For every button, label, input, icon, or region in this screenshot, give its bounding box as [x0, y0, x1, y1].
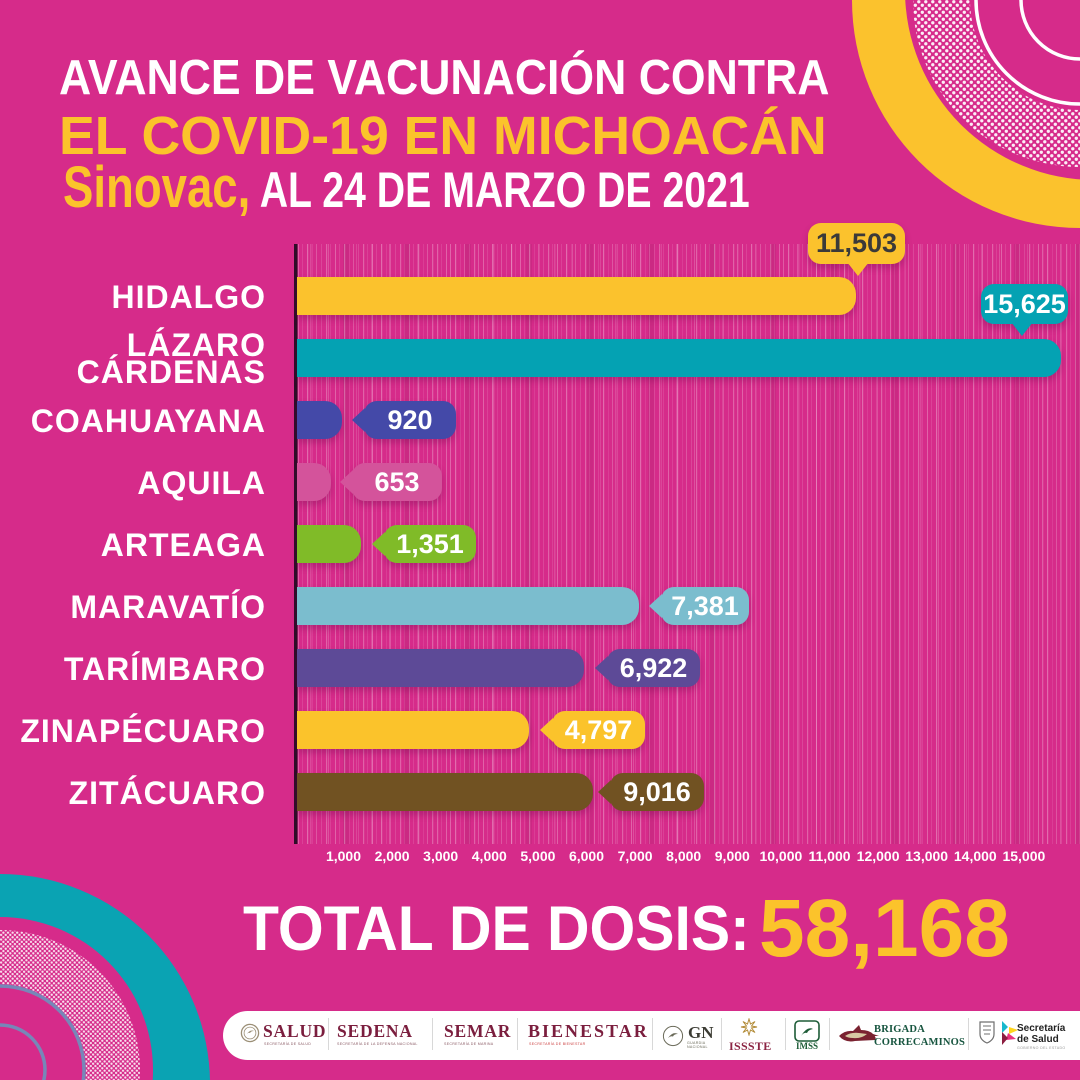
svg-text:IMSS: IMSS [796, 1041, 818, 1050]
